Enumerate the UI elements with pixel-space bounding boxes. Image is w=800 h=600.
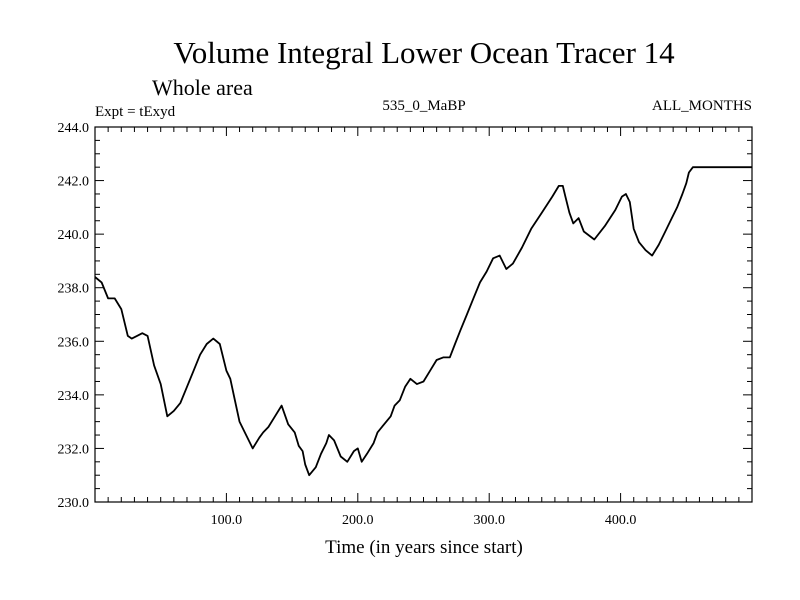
months-label: ALL_MONTHS — [652, 98, 752, 114]
plot-frame — [94, 126, 753, 503]
y-tick-label: 230.0 — [58, 496, 90, 511]
y-tick-label: 238.0 — [58, 282, 90, 297]
x-tick-label: 100.0 — [211, 513, 243, 528]
experiment-label: Expt = tExyd — [95, 104, 176, 120]
period-label: 535_0_MaBP — [382, 98, 465, 114]
y-tick-label: 234.0 — [58, 389, 90, 404]
series-line — [94, 166, 752, 477]
y-tick-label: 244.0 — [58, 121, 90, 136]
y-tick-label: 236.0 — [58, 335, 90, 350]
y-tick-label: 242.0 — [58, 175, 90, 190]
chart-title: Volume Integral Lower Ocean Tracer 14 — [173, 35, 675, 70]
y-tick-label: 240.0 — [58, 228, 90, 243]
axis-ticks — [95, 127, 752, 502]
axis-tick-labels: 100.0 200.0 300.0 400.0 230.0 232.0 234.0 236.0… — [58, 121, 637, 528]
x-axis-label: Time (in years since start) — [325, 537, 523, 558]
x-tick-label: 300.0 — [473, 513, 505, 528]
y-tick-label: 232.0 — [58, 442, 90, 457]
chart-subtitle: Whole area — [152, 75, 253, 100]
x-tick-label: 200.0 — [342, 513, 374, 528]
x-tick-label: 400.0 — [605, 513, 637, 528]
